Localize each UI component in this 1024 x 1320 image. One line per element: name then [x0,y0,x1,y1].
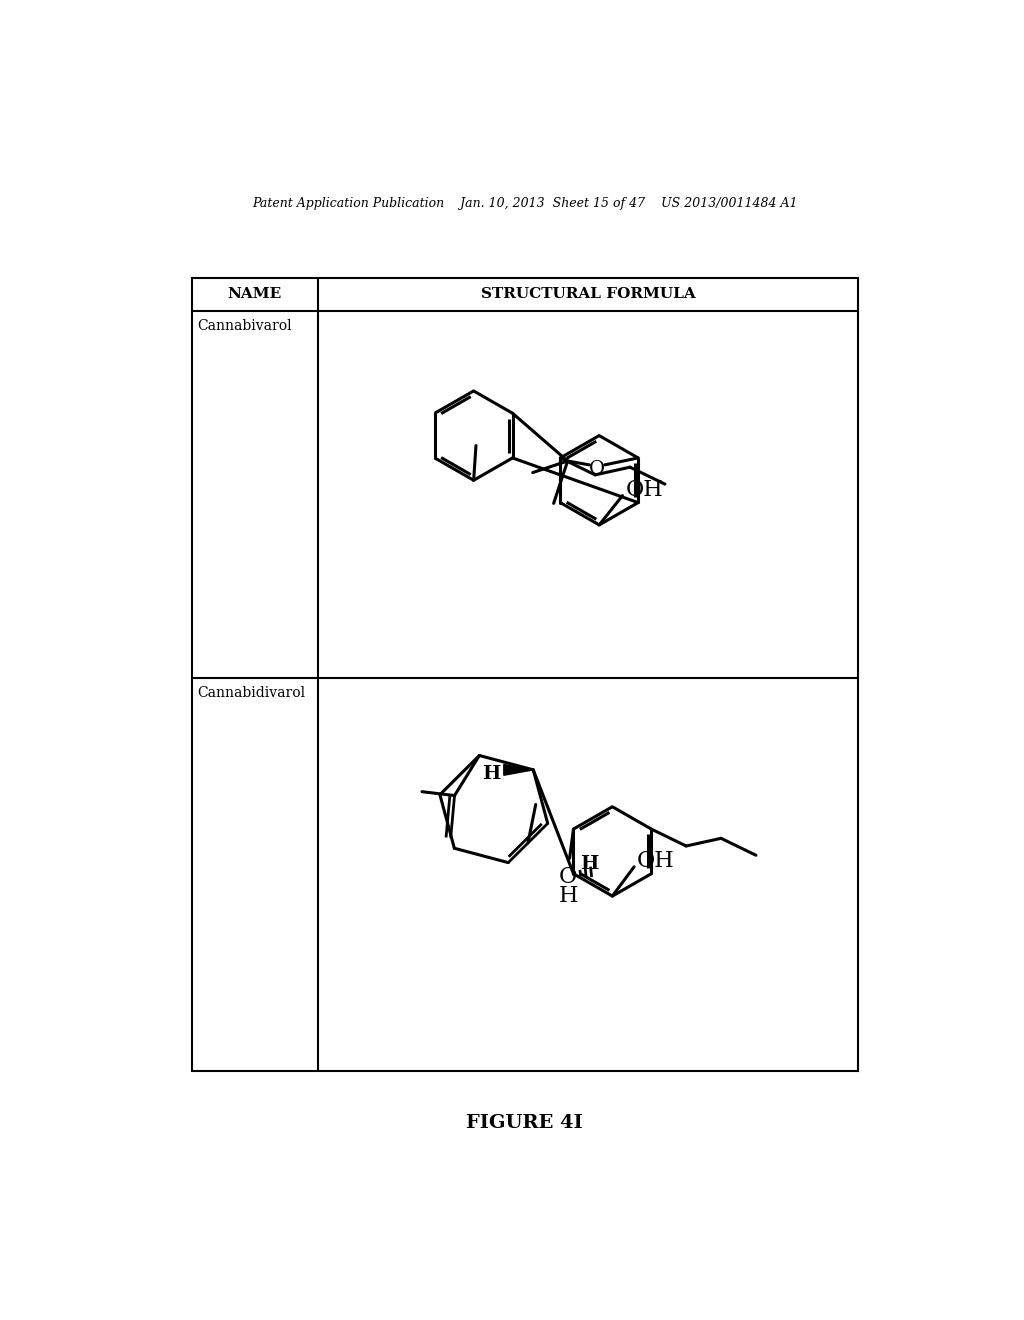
Bar [191,277,858,1071]
Text: H: H [558,884,578,907]
Text: OH: OH [637,850,675,871]
Text: OH: OH [626,479,664,500]
Text: Patent Application Publication    Jan. 10, 2013  Sheet 15 of 47    US 2013/00114: Patent Application Publication Jan. 10, … [252,197,798,210]
Text: Cannabidivarol: Cannabidivarol [198,686,306,700]
Text: O: O [589,459,605,478]
Text: NAME: NAME [227,288,282,301]
Text: H: H [580,855,598,874]
Text: O: O [559,866,578,888]
Text: Cannabivarol: Cannabivarol [198,318,293,333]
Text: H: H [482,764,501,783]
Polygon shape [504,764,534,775]
Text: FIGURE 4I: FIGURE 4I [466,1114,584,1133]
Text: STRUCTURAL FORMULA: STRUCTURAL FORMULA [480,288,695,301]
